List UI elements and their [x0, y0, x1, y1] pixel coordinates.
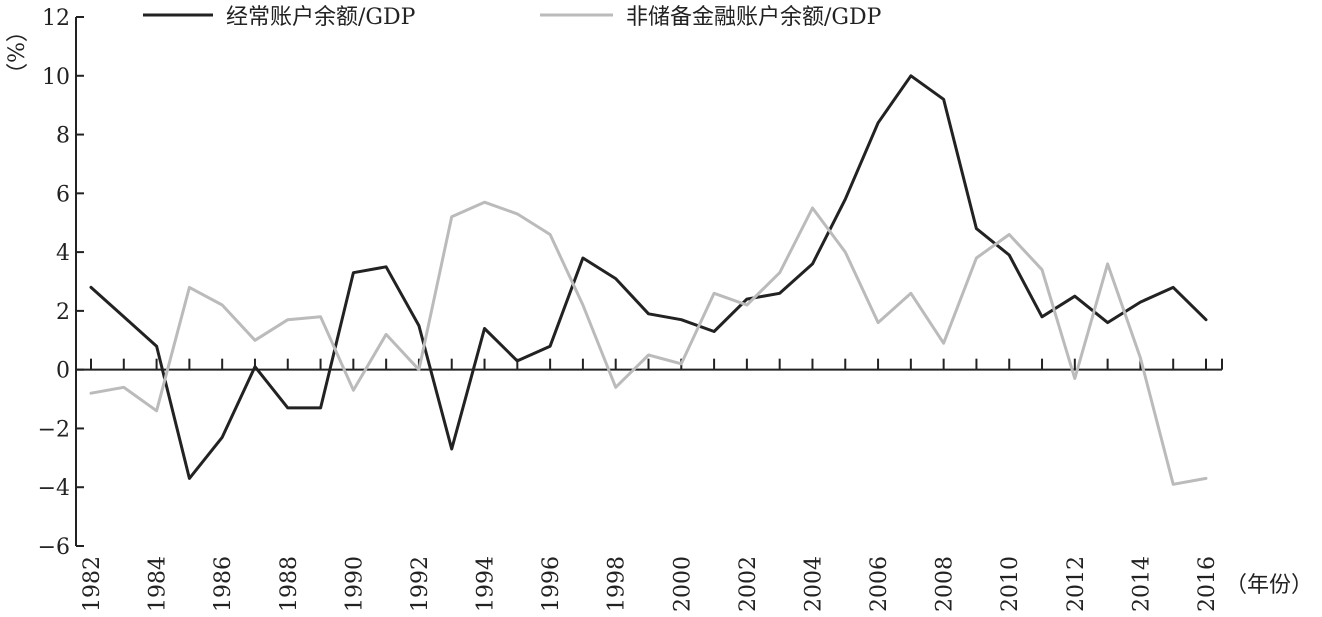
legend-label-1: 经常账户余额/GDP [226, 5, 416, 30]
x-tick-label: 2004 [801, 556, 826, 612]
x-tick-label: 2014 [1129, 556, 1154, 612]
series-line-2 [89, 200, 1208, 486]
x-tick-label: 1992 [408, 556, 433, 612]
y-tick-label: −6 [38, 535, 70, 560]
y-tick-label: 10 [42, 65, 70, 90]
x-tick-label: 2002 [736, 556, 761, 612]
y-tick-label: −2 [38, 417, 70, 442]
x-tick-label: 1990 [342, 556, 367, 612]
x-axis-unit-label: （年份） [1225, 573, 1313, 598]
x-tick-label: 1986 [211, 556, 236, 612]
legend: 经常账户余额/GDP 非储备金融账户余额/GDP [143, 5, 882, 30]
x-tick-label: 1984 [146, 556, 171, 612]
x-tick-label: 1998 [605, 556, 630, 612]
y-tick-label: 6 [56, 182, 70, 207]
x-tick-label: 1988 [277, 556, 302, 612]
y-axis-unit-label: （%） [2, 20, 28, 85]
axes-layer: −6 −4 −2 0 2 4 6 8 10 12 1982 1984 1986 1988 1990 1992 1… [38, 6, 1223, 612]
series-lines-layer [89, 74, 1208, 486]
x-tick-label: 1996 [539, 556, 564, 612]
x-tick-label: 1994 [474, 556, 499, 612]
x-tick-label: 1982 [80, 556, 105, 612]
x-tick-label: 2006 [867, 556, 892, 612]
x-tick-label: 2010 [998, 556, 1023, 612]
x-tick-label: 2012 [1064, 556, 1089, 612]
y-tick-label: 2 [56, 300, 70, 325]
x-tick-label: 2008 [933, 556, 958, 612]
x-tick-label: 2016 [1195, 556, 1220, 612]
y-tick-label: −4 [38, 476, 70, 501]
y-tick-label: 0 [56, 359, 70, 384]
x-tick-label: 2000 [670, 556, 695, 612]
y-tick-label: 4 [56, 241, 70, 266]
y-tick-label: 8 [56, 124, 70, 149]
series-line-1 [89, 74, 1208, 480]
y-tick-label: 12 [42, 6, 70, 31]
legend-label-2: 非储备金融账户余额/GDP [626, 5, 882, 30]
